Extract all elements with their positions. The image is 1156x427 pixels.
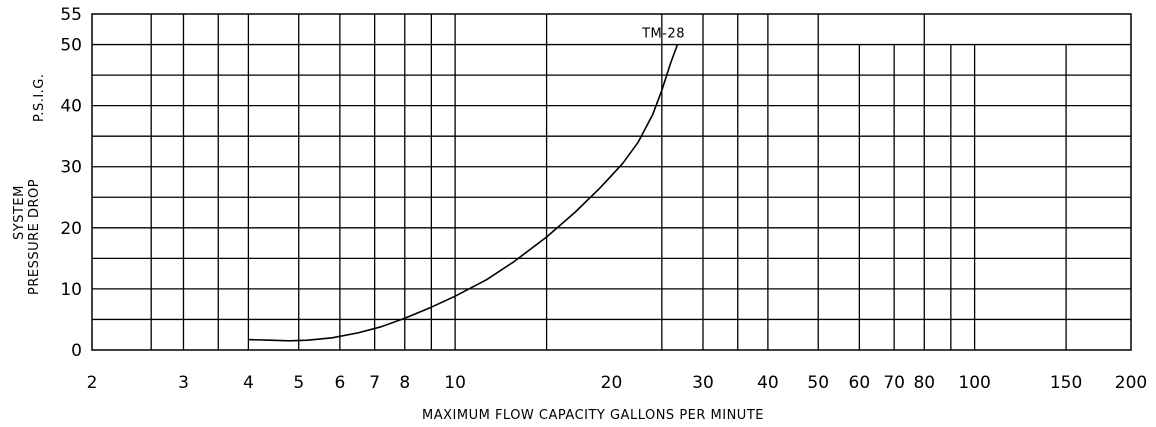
y-axis-label-line2: PRESSURE DROP — [27, 179, 42, 295]
grid — [92, 14, 1131, 350]
x-tick-label-0: 2 — [87, 373, 98, 393]
x-axis-label: MAXIMUM FLOW CAPACITY GALLONS PER MINUTE — [422, 408, 764, 423]
x-tick-label-17: 200 — [1115, 373, 1147, 393]
x-tick-label-13: 70 — [883, 373, 905, 393]
x-tick-label-10: 40 — [757, 373, 779, 393]
x-tick-label-8: 20 — [601, 373, 623, 393]
x-tick-label-2: 4 — [243, 373, 254, 393]
x-tick-label-5: 7 — [369, 373, 380, 393]
series-label-0: TM-28 — [641, 27, 685, 42]
series-line-0 — [248, 44, 679, 342]
x-tick-label-1: 3 — [178, 373, 189, 393]
y-tick-label-6: 55 — [60, 5, 82, 25]
y-tick-label-4: 40 — [60, 97, 82, 117]
x-tick-label-6: 8 — [399, 373, 410, 393]
x-tick-label-7: 10 — [444, 373, 466, 393]
plot-frame — [91, 13, 1132, 351]
x-tick-label-12: 60 — [849, 373, 871, 393]
y-axis-unit: P.S.I.G. — [32, 73, 47, 122]
x-tick-label-3: 5 — [293, 373, 304, 393]
x-tick-label-14: 80 — [913, 373, 935, 393]
x-axis-ticks: 2 3 4 5 6 7 8 10 20 30 40 50 60 70 80 100 150 200 — [87, 373, 1148, 393]
y-tick-label-1: 10 — [60, 280, 82, 300]
y-tick-label-3: 30 — [60, 158, 82, 178]
y-tick-label-2: 20 — [60, 219, 82, 239]
y-axis-ticks: 0 10 20 30 40 50 55 — [60, 5, 82, 361]
x-tick-label-16: 150 — [1050, 373, 1082, 393]
y-axis-label-line1: SYSTEM — [12, 185, 27, 240]
x-tick-label-4: 6 — [334, 373, 345, 393]
x-tick-label-11: 50 — [807, 373, 829, 393]
series-layer: TM-28 — [248, 27, 685, 342]
y-tick-label-0: 0 — [71, 341, 82, 361]
x-tick-label-15: 100 — [958, 373, 990, 393]
y-tick-label-5: 50 — [60, 36, 82, 56]
x-tick-label-9: 30 — [692, 373, 714, 393]
